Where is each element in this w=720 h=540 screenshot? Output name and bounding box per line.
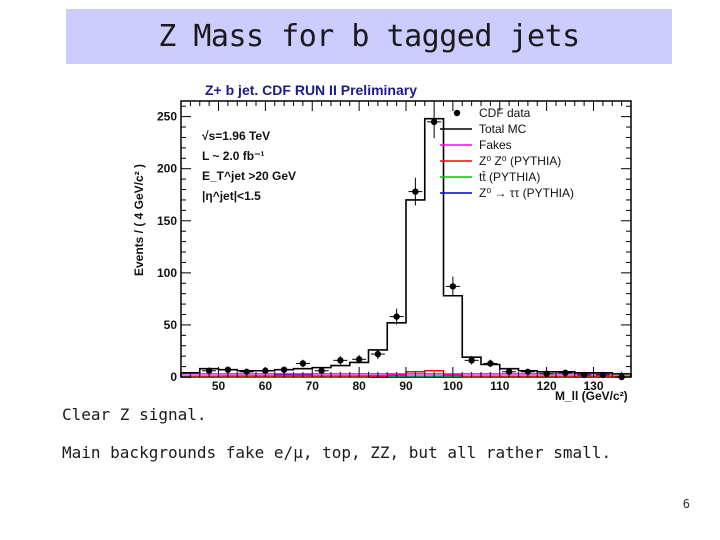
- bullet-1: Clear Z signal.: [62, 405, 207, 424]
- info-line: L ~ 2.0 fb⁻¹: [202, 149, 264, 163]
- data-point: [412, 188, 419, 195]
- legend-marker-data: [453, 109, 461, 117]
- data-point: [487, 360, 494, 367]
- y-tick-label: 100: [157, 266, 177, 280]
- y-tick-label: 50: [164, 318, 178, 332]
- x-tick-label: 130: [583, 379, 603, 393]
- x-tick-label: 90: [399, 379, 413, 393]
- info-text: √s=1.96 TeV L ~ 2.0 fb⁻¹ E_T^jet >20 GeV |η…: [202, 129, 296, 203]
- x-tick-label: 100: [443, 379, 463, 393]
- z-mass-histogram-plot: Z+ b jet. CDF RUN II Preliminary 0 50 100 1…: [132, 82, 632, 403]
- legend-label: Total MC: [479, 122, 527, 136]
- x-tick-label: 120: [537, 379, 557, 393]
- info-line: E_T^jet >20 GeV: [202, 169, 296, 183]
- hist-total-mc: [180, 117, 632, 377]
- page-number: 6: [682, 497, 690, 511]
- slide-title-bar: Z Mass for b tagged jets: [66, 9, 672, 64]
- legend: CDF data Total MC Fakes Z⁰ Z⁰ (PYTHIA) tt̄ (…: [440, 106, 574, 200]
- data-point: [280, 366, 288, 373]
- bullet-2: Main backgrounds fake e/μ, top, ZZ, but …: [62, 443, 612, 462]
- data-point: [224, 366, 232, 373]
- info-line: |η^jet|<1.5: [202, 189, 261, 203]
- data-point: [355, 356, 363, 363]
- legend-label: CDF data: [479, 106, 531, 120]
- legend-label: tt̄ (PYTHIA): [479, 170, 540, 184]
- y-tick-label: 200: [157, 162, 177, 176]
- legend-label: Z⁰ → ττ (PYTHIA): [479, 186, 574, 200]
- data-point: [468, 357, 475, 364]
- y-tick-label: 250: [157, 110, 177, 124]
- x-axis-label: M_ll (GeV/c²): [555, 389, 628, 403]
- chart-title: Z+ b jet. CDF RUN II Preliminary: [205, 82, 417, 98]
- x-tick-label: 80: [352, 379, 366, 393]
- data-point: [524, 368, 532, 375]
- axes: 0 50 100 150 200 250 50 60 70 80 90 100 110 120 130: [157, 101, 631, 393]
- legend-label: Fakes: [479, 138, 512, 152]
- y-tick-label: 0: [170, 370, 177, 384]
- data-point: [318, 367, 325, 374]
- info-line: √s=1.96 TeV: [202, 129, 270, 143]
- data-point: [243, 368, 250, 375]
- x-tick-label: 110: [490, 379, 510, 393]
- legend-label: Z⁰ Z⁰ (PYTHIA): [479, 154, 561, 168]
- data-point: [205, 367, 213, 374]
- data-point: [449, 283, 457, 290]
- x-tick-label: 60: [259, 379, 273, 393]
- x-tick-label: 50: [212, 379, 226, 393]
- data-point: [393, 313, 400, 320]
- y-axis-label: Events / ( 4 GeV/c² ): [132, 164, 146, 276]
- y-tick-label: 150: [157, 214, 177, 228]
- x-tick-label: 70: [306, 379, 320, 393]
- slide-title: Z Mass for b tagged jets: [158, 19, 580, 54]
- data-point: [505, 368, 513, 375]
- data-point: [337, 357, 344, 364]
- data-point: [374, 350, 382, 358]
- data-point: [299, 360, 307, 367]
- data-point: [430, 118, 438, 126]
